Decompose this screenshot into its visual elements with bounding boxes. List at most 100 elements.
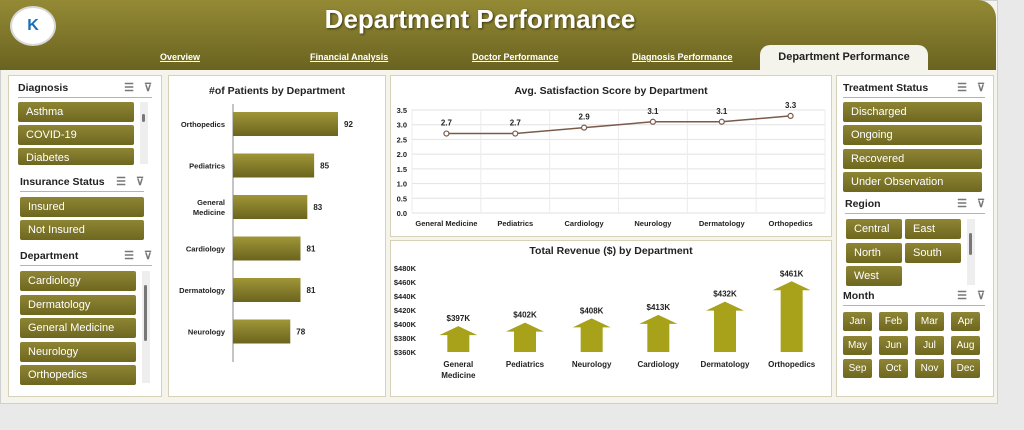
- month-slicer-label: Month: [843, 289, 875, 302]
- multi-select-icon[interactable]: ☰: [957, 290, 967, 302]
- satisfaction-category-label: Dermatology: [699, 219, 746, 228]
- month-item-may[interactable]: May: [843, 336, 872, 355]
- revenue-arrow: [439, 326, 478, 352]
- patients-value-label: 81: [307, 245, 316, 254]
- treatment-item-ongoing[interactable]: Ongoing: [843, 125, 982, 145]
- revenue-chart-title: Total Revenue ($) by Department: [529, 245, 693, 257]
- region-item-central[interactable]: Central: [846, 219, 902, 239]
- month-item-mar[interactable]: Mar: [915, 312, 944, 331]
- diagnosis-slicer-header: Diagnosis ☰ ⊽: [18, 81, 152, 95]
- treatment-item-recovered[interactable]: Recovered: [843, 149, 982, 169]
- multi-select-icon[interactable]: ☰: [957, 198, 967, 210]
- tab-diagnosis-performance[interactable]: Diagnosis Performance: [632, 52, 733, 62]
- clear-filter-icon[interactable]: ⊽: [143, 82, 152, 94]
- tab-overview[interactable]: Overview: [160, 52, 201, 62]
- region-slicer-label: Region: [845, 197, 881, 210]
- y-tick-label: 2.0: [397, 150, 407, 159]
- patients-category-label: Dermatology: [179, 286, 226, 295]
- satisfaction-value-label: 2.7: [510, 119, 522, 128]
- region-scrollbar[interactable]: [967, 219, 975, 285]
- department-item-cardiology[interactable]: Cardiology: [20, 271, 136, 291]
- multi-select-icon[interactable]: ☰: [124, 82, 134, 94]
- region-item-east[interactable]: East: [905, 219, 961, 239]
- diagnosis-slicer-label: Diagnosis: [18, 81, 69, 94]
- revenue-arrow: [706, 301, 744, 352]
- department-scrollbar[interactable]: [142, 271, 150, 383]
- y-tick-label: 0.0: [397, 209, 407, 218]
- divider: [20, 191, 144, 192]
- satisfaction-point: [787, 112, 794, 119]
- month-item-nov[interactable]: Nov: [915, 359, 944, 378]
- y-tick-label: 1.0: [397, 180, 407, 189]
- revenue-category-label: Orthopedics: [768, 360, 816, 369]
- month-item-jan[interactable]: Jan: [843, 312, 872, 331]
- y-tick-label: $360K: [394, 348, 417, 357]
- patients-category-label: Medicine: [193, 208, 225, 217]
- revenue-value-label: $432K: [713, 290, 737, 299]
- y-tick-label: 2.5: [397, 135, 407, 144]
- satisfaction-category-label: Neurology: [634, 219, 672, 228]
- divider: [845, 213, 985, 214]
- multi-select-icon[interactable]: ☰: [124, 250, 134, 262]
- satisfaction-category-label: General Medicine: [415, 219, 477, 228]
- satisfaction-value-label: 3.1: [716, 107, 728, 116]
- patients-bar: [233, 153, 315, 178]
- multi-select-icon[interactable]: ☰: [957, 82, 967, 94]
- diagnosis-scrollbar[interactable]: [140, 102, 148, 164]
- satisfaction-point: [580, 124, 588, 131]
- satisfaction-point: [443, 130, 450, 137]
- month-item-aug[interactable]: Aug: [951, 336, 980, 355]
- revenue-category-label: General: [443, 360, 473, 369]
- region-slicer-header: Region ☰ ⊽: [845, 197, 985, 211]
- multi-select-icon[interactable]: ☰: [116, 176, 126, 188]
- tab-financial-analysis[interactable]: Financial Analysis: [310, 52, 389, 62]
- y-tick-label: $400K: [394, 320, 417, 329]
- month-item-oct[interactable]: Oct: [879, 359, 908, 378]
- treatment-item-under-observation[interactable]: Under Observation: [843, 172, 982, 192]
- tab-doctor-performance[interactable]: Doctor Performance: [472, 52, 559, 62]
- satisfaction-value-label: 2.7: [441, 119, 453, 128]
- diagnosis-item-diabetes[interactable]: Diabetes: [18, 148, 134, 165]
- department-item-general-medicine[interactable]: General Medicine: [20, 318, 136, 338]
- month-item-sep[interactable]: Sep: [843, 359, 872, 378]
- clear-filter-icon[interactable]: ⊽: [976, 198, 985, 210]
- region-item-west[interactable]: West: [846, 266, 902, 286]
- month-item-apr[interactable]: Apr: [951, 312, 980, 331]
- clear-filter-icon[interactable]: ⊽: [976, 82, 985, 94]
- month-item-feb[interactable]: Feb: [879, 312, 908, 331]
- y-tick-label: 1.5: [397, 165, 407, 174]
- clear-filter-icon[interactable]: ⊽: [135, 176, 144, 188]
- diagnosis-item-asthma[interactable]: Asthma: [18, 102, 134, 122]
- treatment-item-discharged[interactable]: Discharged: [843, 102, 982, 122]
- department-item-dermatology[interactable]: Dermatology: [20, 295, 136, 315]
- region-item-south[interactable]: South: [905, 243, 961, 263]
- patients-chart-title: #of Patients by Department: [209, 85, 345, 97]
- tab-department-performance[interactable]: Department Performance: [760, 45, 928, 70]
- patients-bar: [233, 236, 301, 261]
- revenue-category-label: Neurology: [572, 360, 612, 369]
- month-item-dec[interactable]: Dec: [951, 359, 980, 378]
- logo-icon: K: [10, 6, 56, 46]
- y-tick-label: $440K: [394, 292, 417, 301]
- satisfaction-value-label: 3.1: [647, 107, 659, 116]
- satisfaction-line: [446, 115, 791, 135]
- satisfaction-chart-title: Avg. Satisfaction Score by Department: [514, 85, 708, 97]
- region-item-north[interactable]: North: [846, 243, 902, 263]
- revenue-category-label: Cardiology: [637, 360, 679, 369]
- y-tick-label: 3.5: [397, 106, 407, 115]
- month-item-jun[interactable]: Jun: [879, 336, 908, 355]
- page-title: Department Performance: [324, 4, 636, 34]
- insurance-item-insured[interactable]: Insured: [20, 197, 144, 217]
- insurance-item-not-insured[interactable]: Not Insured: [20, 220, 144, 240]
- department-item-neurology[interactable]: Neurology: [20, 342, 136, 362]
- clear-filter-icon[interactable]: ⊽: [143, 250, 152, 262]
- patients-bar-chart: 92 Orthopedics 85 Pediatrics 83 GeneralMedici…: [179, 104, 353, 362]
- department-item-orthopedics[interactable]: Orthopedics: [20, 365, 136, 385]
- patients-bar: [233, 278, 301, 302]
- diagnosis-item-covid[interactable]: COVID-19: [18, 125, 134, 145]
- month-slicer-header: Month ☰ ⊽: [843, 289, 985, 303]
- satisfaction-point: [649, 118, 657, 125]
- month-item-jul[interactable]: Jul: [915, 336, 944, 355]
- insurance-slicer-label: Insurance Status: [20, 175, 105, 188]
- clear-filter-icon[interactable]: ⊽: [976, 290, 985, 302]
